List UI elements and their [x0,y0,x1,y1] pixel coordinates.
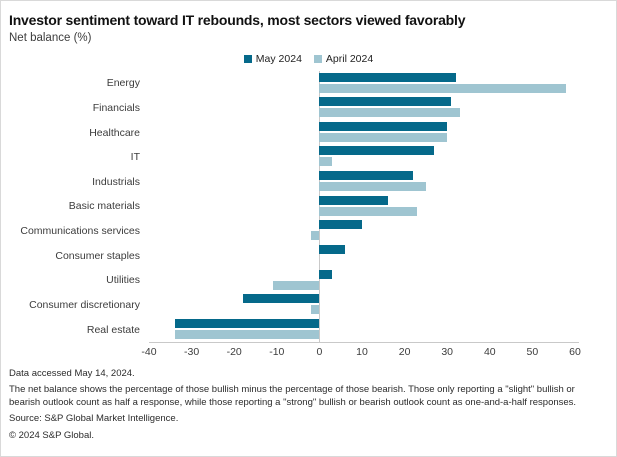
legend-swatch-may-icon [243,55,252,63]
bar-april [272,280,320,290]
bar-april [174,329,320,339]
x-axis-tick: 60 [569,345,581,358]
row-plot [149,243,583,268]
bar-may [319,146,435,156]
chart-row: Industrials [9,170,608,195]
row-plot [149,293,583,318]
data-accessed-note: Data accessed May 14, 2024. [9,367,135,379]
bar-may [319,171,414,180]
category-label: Energy [106,77,140,90]
category-label: Real estate [86,323,140,336]
row-plot [149,268,583,293]
x-axis-tick: 0 [316,345,323,358]
bar-may [319,121,448,131]
x-axis-tick: 40 [483,345,496,358]
footer: Data accessed May 14, 2024. The net bala… [9,368,608,443]
category-label: Consumer discretionary [29,298,140,311]
bar-chart: Energy Financials Healthcare IT Industrials B… [9,71,608,360]
x-axis-tick: 20 [398,345,411,358]
category-label: Consumer staples [55,249,140,262]
chart-row: Real estate [9,317,608,342]
category-label: Communications services [20,225,140,238]
copyright-note: © 2024 S&P Global. [9,429,94,441]
bar-may [174,318,320,328]
row-plot [149,120,583,145]
x-axis-tick: -20 [226,345,242,358]
bar-april [319,83,567,93]
chart-row: Utilities [9,268,608,293]
row-plot [149,145,583,170]
chart-row: Financials [9,96,608,121]
legend-label-may: May 2024 [255,53,302,65]
axis-spacer [9,342,149,360]
category-label: Healthcare [89,126,140,139]
row-plot [149,71,583,96]
legend-item-april: April 2024 [313,53,374,65]
row-plot [149,96,583,121]
x-axis-tick: 10 [356,345,368,358]
x-axis-tick: -30 [184,345,200,358]
row-plot [149,219,583,244]
x-axis-tick: -10 [269,345,285,358]
chart-row: Healthcare [9,120,608,145]
bar-april [310,305,320,315]
legend-label-april: April 2024 [325,53,374,65]
chart-row: IT [9,145,608,170]
x-axis-tick: -40 [141,345,157,358]
bar-may [319,72,456,82]
bar-may [319,97,452,107]
source-note: Source: S&P Global Market Intelligence. [9,413,179,425]
chart-row: Consumer staples [9,243,608,268]
chart-subtitle: Net balance (%) [9,32,92,44]
bar-may [242,294,320,304]
bar-may [319,220,362,230]
page-title: Investor sentiment toward IT rebounds, m… [9,12,466,28]
legend-swatch-april-icon [313,55,322,63]
bar-may [319,269,333,279]
row-plot [149,194,583,219]
bar-april [319,157,333,167]
chart-rows: Energy Financials Healthcare IT Industrials B… [9,71,608,342]
x-axis: -40 -30 -20 -10 0 10 20 30 40 50 60 [9,341,608,360]
category-label: Industrials [92,175,140,188]
x-axis-line: -40 -30 -20 -10 0 10 20 30 40 50 60 [141,341,581,360]
row-plot [149,317,583,342]
chart-row: Energy [9,71,608,96]
zero-axis-line [319,71,321,342]
methodology-note: The net balance shows the percentage of … [9,384,577,408]
chart-row: Basic materials [9,194,608,219]
row-plot [149,170,583,195]
category-label: Financials [92,101,140,114]
x-axis-tick: 50 [526,345,539,358]
bar-may [319,244,345,254]
chart-row: Consumer discretionary [9,293,608,318]
bar-april [319,132,448,142]
category-label: IT [130,151,140,164]
category-label: Basic materials [68,200,140,213]
legend: May 2024 April 2024 [9,53,608,65]
bar-april [319,206,418,216]
legend-item-may: May 2024 [243,53,302,65]
bar-may [319,195,388,205]
bar-april [319,182,426,191]
category-label: Utilities [106,274,140,287]
bar-april [319,108,460,118]
chart-row: Communications services [9,219,608,244]
x-axis-tick: 30 [441,345,454,358]
bar-april [310,231,320,241]
